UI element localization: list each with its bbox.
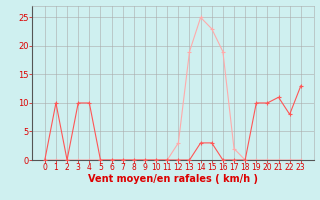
- X-axis label: Vent moyen/en rafales ( km/h ): Vent moyen/en rafales ( km/h ): [88, 174, 258, 184]
